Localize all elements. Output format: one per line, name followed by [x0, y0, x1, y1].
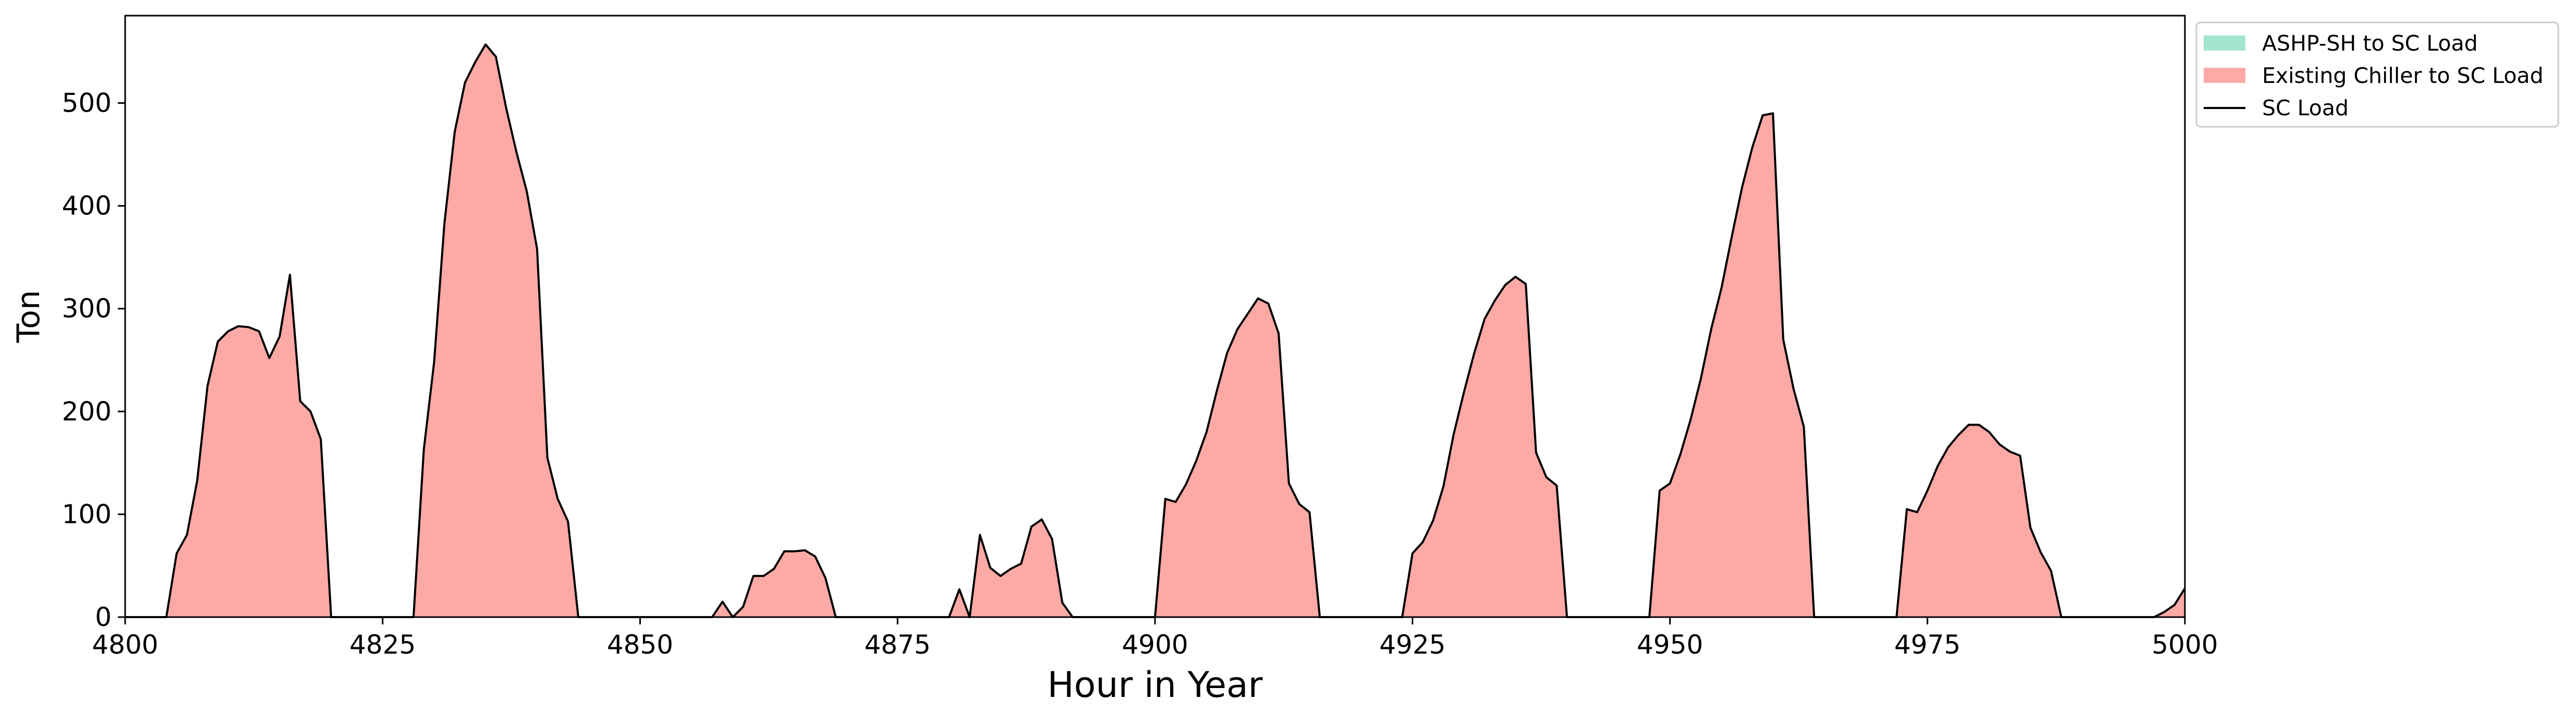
- x-tick-label: 5000: [2152, 630, 2218, 660]
- legend-label-sc-load: SC Load: [2262, 95, 2349, 121]
- x-tick-label: 4850: [607, 630, 673, 660]
- x-axis-label: Hour in Year: [1048, 665, 1263, 706]
- legend-swatch-existing-chiller: [2204, 68, 2245, 83]
- x-tick-label: 4900: [1122, 630, 1188, 660]
- x-tick-label: 4800: [92, 630, 158, 660]
- x-tick-label: 4925: [1379, 630, 1445, 660]
- x-tick-label: 4825: [349, 630, 416, 660]
- y-tick-label: 200: [62, 396, 112, 427]
- area-existing-chiller: [125, 44, 2185, 618]
- line-sc-load: [125, 43, 2186, 618]
- x-tick-label: 4875: [865, 630, 931, 660]
- legend-swatch-ashp: [2204, 35, 2245, 51]
- legend-label-existing-chiller: Existing Chiller to SC Load: [2262, 63, 2544, 88]
- y-tick-label: 500: [62, 88, 112, 118]
- legend: ASHP-SH to SC Load Existing Chiller to S…: [2195, 21, 2559, 128]
- x-tick-label: 4950: [1637, 630, 1703, 660]
- y-tick-label: 400: [62, 191, 112, 221]
- legend-label-ashp: ASHP-SH to SC Load: [2262, 31, 2478, 56]
- legend-box: [2195, 21, 2559, 128]
- y-tick-label: 0: [95, 602, 112, 632]
- x-tick-label: 4975: [1894, 630, 1961, 660]
- y-tick-label: 100: [62, 499, 112, 529]
- y-tick-label: 300: [62, 294, 112, 324]
- y-axis-label: Ton: [10, 290, 47, 343]
